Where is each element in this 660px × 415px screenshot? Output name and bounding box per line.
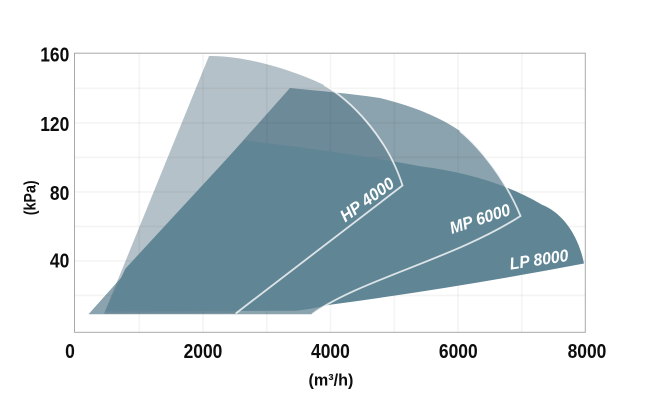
svg-text:8000: 8000 bbox=[568, 341, 607, 364]
svg-text:0: 0 bbox=[65, 341, 75, 364]
svg-text:4000: 4000 bbox=[311, 341, 350, 364]
svg-text:6000: 6000 bbox=[439, 341, 478, 364]
svg-text:40: 40 bbox=[50, 250, 69, 273]
svg-text:(m³/h): (m³/h) bbox=[308, 370, 353, 389]
svg-text:160: 160 bbox=[40, 44, 69, 67]
svg-text:120: 120 bbox=[40, 114, 69, 137]
svg-text:(kPa): (kPa) bbox=[21, 180, 39, 215]
svg-text:80: 80 bbox=[50, 183, 69, 206]
svg-text:2000: 2000 bbox=[184, 341, 223, 364]
